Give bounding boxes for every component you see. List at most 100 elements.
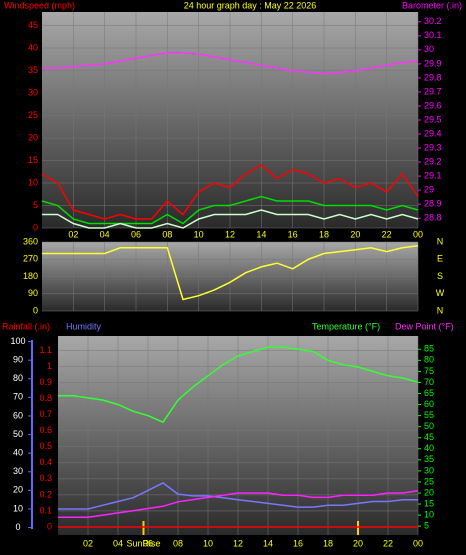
series-line (41, 164, 419, 220)
y2-tick-label: 45 (424, 432, 434, 442)
y2-tick-label: 5 (424, 521, 429, 531)
y3-tick-label: 10 (13, 503, 23, 513)
y2-tick-label: 30.2 (424, 16, 442, 26)
y-tick-label: 0 (33, 305, 38, 315)
y2-tick-label: 15 (424, 498, 434, 508)
x-tick-label: 08 (173, 538, 183, 548)
wind-axis-label: Windspeed (mph) (4, 0, 75, 10)
compass-label: S (437, 271, 443, 281)
y-tick-label: 0.7 (39, 409, 52, 419)
y-tick-label: 10 (28, 177, 38, 187)
x-tick-label: 20 (353, 538, 363, 548)
y2-tick-label: 30 (424, 465, 434, 475)
y-tick-label: 1 (47, 361, 52, 371)
y-tick-label: 0.6 (39, 425, 52, 435)
y2-tick-label: 55 (424, 410, 434, 420)
chart-title: 24 hour graph day : May 22 2026 (184, 0, 317, 10)
compass-label: N (437, 305, 444, 315)
series-line (58, 346, 419, 424)
y-tick-label: 90 (28, 288, 38, 298)
x-tick-label: 02 (83, 538, 93, 548)
x-tick-label: 14 (263, 538, 273, 548)
y3-tick-label: 30 (13, 466, 23, 476)
y2-tick-label: 20 (424, 487, 434, 497)
y-tick-label: 25 (28, 110, 38, 120)
y2-tick-label: 65 (424, 388, 434, 398)
compass-label: W (436, 288, 445, 298)
y2-tick-label: 30 (424, 44, 434, 54)
y-tick-label: 0.5 (39, 441, 52, 451)
x-tick-label: 18 (323, 538, 333, 548)
series-line (58, 490, 419, 519)
sun-label: SunRise (126, 538, 160, 548)
y-tick-label: 0.9 (39, 377, 52, 387)
x-tick-label: 10 (194, 229, 204, 239)
x-tick-label: 16 (293, 538, 303, 548)
y2-tick-label: 29.3 (424, 142, 442, 152)
x-tick-label: 14 (256, 229, 266, 239)
x-tick-label: 04 (100, 229, 110, 239)
x-tick-label: 04 (113, 538, 123, 548)
x-tick-label: 20 (350, 229, 360, 239)
y-tick-label: 40 (28, 42, 38, 52)
x-tick-label: 06 (143, 538, 153, 548)
series-line (42, 209, 419, 229)
y2-tick-label: 85 (424, 344, 434, 354)
y3-tick-label: 100 (10, 336, 25, 346)
series-line (58, 482, 418, 510)
x-tick-label: 18 (319, 229, 329, 239)
y2-tick-label: 29.8 (424, 72, 442, 82)
y-tick-label: 0.1 (39, 505, 52, 515)
x-tick-label: 08 (162, 229, 172, 239)
y-tick-label: 1.1 (39, 345, 52, 355)
y2-tick-label: 29.5 (424, 114, 442, 124)
y2-tick-label: 28.9 (424, 199, 442, 209)
compass-label: N (437, 236, 444, 246)
y3-tick-label: 0 (15, 522, 20, 532)
x-tick-label: 16 (288, 229, 298, 239)
y2-tick-label: 29.6 (424, 100, 442, 110)
y-tick-label: 35 (28, 65, 38, 75)
y-tick-label: 0.3 (39, 473, 52, 483)
series-label: Humidity (66, 321, 102, 331)
y3-tick-label: 50 (13, 429, 23, 439)
y2-tick-label: 50 (424, 421, 434, 431)
y2-tick-label: 80 (424, 355, 434, 365)
y-tick-label: 20 (28, 132, 38, 142)
y3-tick-label: 60 (13, 410, 23, 420)
y3-tick-label: 40 (13, 448, 23, 458)
y2-tick-label: 29.1 (424, 170, 442, 180)
series-label: Dew Point (°F) (395, 321, 454, 331)
y2-tick-label: 29 (424, 185, 434, 195)
y-tick-label: 0 (47, 521, 52, 531)
y-tick-label: 0 (33, 222, 38, 232)
series-label: Temperature (°F) (312, 321, 380, 331)
y-tick-label: 0.2 (39, 489, 52, 499)
baro-axis-label: Barometer (.in) (402, 0, 462, 10)
x-tick-label: 06 (131, 229, 141, 239)
y2-tick-label: 29.4 (424, 128, 442, 138)
y-tick-label: 30 (28, 87, 38, 97)
series-line (42, 245, 419, 301)
y2-tick-label: 28.8 (424, 213, 442, 223)
y2-tick-label: 29.7 (424, 86, 442, 96)
compass-label: E (437, 254, 443, 264)
x-tick-label: 12 (233, 538, 243, 548)
y3-tick-label: 70 (13, 392, 23, 402)
x-tick-label: 02 (68, 229, 78, 239)
y3-tick-label: 80 (13, 373, 23, 383)
y-tick-label: 0.4 (39, 457, 52, 467)
x-tick-label: 22 (383, 538, 393, 548)
y3-tick-label: 90 (13, 355, 23, 365)
y2-tick-label: 70 (424, 377, 434, 387)
series-line (42, 51, 419, 75)
y2-tick-label: 10 (424, 509, 434, 519)
y2-tick-label: 75 (424, 366, 434, 376)
x-tick-label: 12 (225, 229, 235, 239)
y2-tick-label: 35 (424, 454, 434, 464)
x-tick-label: 00 (413, 538, 423, 548)
x-tick-label: 22 (382, 229, 392, 239)
y2-tick-label: 29.2 (424, 156, 442, 166)
y2-tick-label: 29.9 (424, 58, 442, 68)
